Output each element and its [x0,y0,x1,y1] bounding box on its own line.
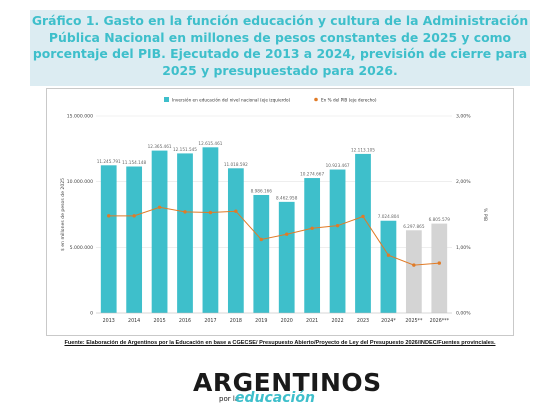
logo-por-text: por la [219,395,240,403]
chart: 0 5.000.000 10.000.000 15.000.000 0,00% 1,00%… [60,97,488,324]
pib-point [107,214,111,218]
bar [151,150,168,313]
bar [380,220,397,313]
legend-swatch-line [314,97,318,102]
x-tick-label: 2017 [204,318,216,324]
bar-value-label: 10.923.467 [326,163,350,168]
x-tick-label: 2013 [103,318,115,324]
bar [177,153,193,313]
x-tick-label: 2023 [357,318,369,324]
pib-point [183,210,187,214]
bar [329,169,346,313]
legend-label-bar: Inversión en educación del nivel naciona… [172,97,291,102]
bar [126,166,143,313]
pib-point [259,237,263,242]
y-right-tick-label: 1,00% [456,245,471,251]
bar [100,165,117,313]
page-title: Gráfico 1. Gasto en la función educación… [31,13,529,78]
x-tick-label: 2018 [230,318,242,324]
bar [405,230,422,313]
bar-value-label: 8.986.166 [251,188,273,193]
y-right-tick-label: 2,00% [456,179,471,185]
logo-main-text: ARGENTINOS [193,368,382,397]
y-right-axis-label: % PIB [482,208,488,221]
bar-value-label: 12.615.461 [198,141,222,146]
pib-line [108,206,440,266]
bar-value-label: 11.018.592 [224,162,248,167]
x-tick-label: 2016 [179,318,191,324]
argentinos-logo: ARGENTINOS por la educación [193,368,381,410]
bar-value-label: 11.154.148 [122,160,146,165]
bar [227,168,244,313]
x-tick-label: 2026*** [430,318,450,324]
pib-point [361,214,365,219]
legend-swatch-bar [164,97,169,102]
bar-value-label: 12.365.461 [148,144,172,149]
pib-point [412,263,416,267]
y-left-axis-label: $ en millones de pesos de 2025 [60,178,66,251]
x-tick-label: 2014 [128,318,140,324]
x-tick-label: 2020 [281,318,293,324]
y-left-tick-label: 5.000.000 [70,245,93,251]
bar-value-label: 6.805.579 [429,217,451,222]
pib-point [386,253,391,257]
pib-point [285,232,289,236]
bar [431,223,448,313]
bar-value-label: 10.274.667 [300,172,324,177]
bar-value-label: 11.245.791 [97,159,121,164]
x-tick-label: 2022 [331,318,343,324]
bar [202,147,219,313]
pib-point [234,209,238,213]
y-left-tick-label: 15.000.000 [67,114,93,120]
pib-point [335,223,340,228]
y-right-tick-label: 3,00% [456,114,471,120]
bar-value-label: 12.113.105 [351,147,375,152]
x-tick-label: 2021 [306,318,318,324]
pib-point [208,210,213,215]
y-left-tick-label: 0 [90,311,93,317]
legend-label-line: En % del PIB (eje derecho) [321,97,377,102]
x-tick-label: 2019 [255,318,267,324]
pib-point [132,214,136,218]
y-left-tick-label: 10.000.000 [67,179,93,185]
y-right-tick-label: 0,00% [456,311,471,317]
bar-value-label: 6.297.865 [403,224,425,229]
bar [253,194,270,313]
bar [304,178,321,313]
bar [355,153,371,313]
source-note: Fuente: Elaboración de Argentinos por la… [64,340,496,346]
pib-point [437,261,441,265]
bar [278,201,295,313]
bar-value-label: 7.024.804 [378,214,400,219]
pib-point [157,205,162,209]
x-tick-label: 2025** [405,318,423,324]
pib-point [310,226,314,230]
bar-value-label: 8.462.958 [276,195,298,200]
title-band [30,10,530,86]
logo-edu-text: educación [235,390,315,406]
bar-value-label: 12.151.545 [173,147,197,152]
x-tick-label: 2015 [153,318,165,324]
x-tick-label: 2024* [381,318,396,324]
